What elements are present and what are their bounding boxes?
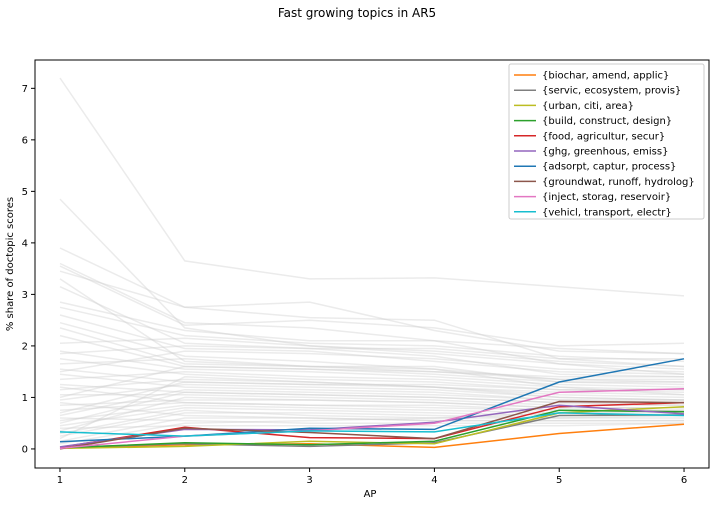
- background-series-line: [59, 412, 684, 437]
- series-line: [59, 400, 685, 450]
- background-series-line: [59, 265, 685, 347]
- y-tick-label: 1: [22, 393, 28, 404]
- legend-entry: {ghg, greenhous, emiss}: [542, 147, 668, 158]
- background-series-line: [59, 345, 685, 378]
- background-series-line: [59, 77, 685, 297]
- background-series-line: [59, 383, 684, 404]
- background-series-line: [59, 376, 685, 440]
- legend-entry: {build, construct, design}: [542, 116, 672, 127]
- background-series-line: [59, 327, 685, 386]
- legend-box: [508, 63, 705, 220]
- background-series-group: [59, 77, 685, 445]
- y-tick-label: 4: [22, 238, 28, 249]
- legend-items: {biochar, amend, applic} {servic, ecosyst…: [514, 71, 695, 218]
- background-series-line: [59, 417, 684, 424]
- x-axis-label: AP: [364, 489, 377, 500]
- background-series-line: [59, 414, 685, 445]
- background-series-line: [59, 365, 684, 399]
- background-series-line: [59, 334, 684, 383]
- background-series-line: [59, 286, 685, 368]
- legend-entry: {food, agricultur, secur}: [542, 131, 665, 142]
- series-line: [59, 387, 685, 450]
- x-tick-label: 6: [681, 475, 687, 486]
- background-series-line: [59, 381, 685, 414]
- background-series-line: [59, 306, 685, 363]
- series-group: [59, 358, 685, 450]
- y-tick-label: 3: [22, 290, 28, 301]
- background-series-line: [59, 401, 684, 422]
- x-tick-label: 5: [556, 475, 562, 486]
- background-series-line: [59, 301, 685, 375]
- background-series-line: [59, 350, 685, 388]
- background-series-line: [59, 198, 685, 370]
- background-series-line: [59, 337, 685, 368]
- legend-entry: {biochar, amend, applic}: [542, 71, 669, 82]
- y-tick-label: 0: [22, 444, 28, 455]
- plot-border: [34, 59, 710, 469]
- legend-entry: {urban, citi, area}: [542, 101, 634, 112]
- background-series-line: [59, 278, 685, 383]
- background-series-line: [59, 321, 685, 396]
- y-tick-label: 7: [22, 84, 28, 95]
- legend-entry: {vehicl, transport, electr}: [542, 207, 672, 218]
- legend: {biochar, amend, applic} {servic, ecosyst…: [508, 63, 705, 220]
- background-series-line: [59, 373, 684, 401]
- y-axis: 0 1 2 3 4 5 6 7: [22, 84, 35, 455]
- background-series-line: [59, 396, 684, 432]
- series-line: [59, 409, 685, 449]
- background-series-line: [59, 314, 685, 375]
- background-series-line: [59, 247, 685, 355]
- series-line: [59, 358, 685, 443]
- background-series-line: [59, 388, 685, 417]
- background-series-line: [59, 399, 684, 409]
- background-series-line: [59, 270, 684, 360]
- background-series-line: [59, 368, 685, 399]
- legend-entry: {adsorpt, captur, process}: [542, 162, 676, 173]
- background-series-line: [59, 358, 684, 391]
- x-tick-label: 4: [431, 475, 437, 486]
- background-series-line: [59, 378, 685, 396]
- series-line: [59, 423, 685, 449]
- legend-entry: {inject, storag, reservoir}: [542, 192, 671, 203]
- background-series-line: [60, 394, 684, 406]
- y-axis-label: % share of doctopic scores: [5, 197, 16, 331]
- background-series-line: [59, 383, 685, 401]
- background-series-line: [59, 358, 684, 381]
- background-series-line: [59, 417, 684, 442]
- x-tick-label: 3: [306, 475, 312, 486]
- background-series-line: [59, 391, 685, 424]
- x-tick-label: 1: [57, 475, 63, 486]
- y-tick-label: 6: [22, 135, 28, 146]
- y-tick-label: 2: [22, 341, 28, 352]
- background-series-line: [59, 370, 685, 391]
- x-axis: 1 2 3 4 5 6: [57, 468, 687, 486]
- x-tick-label: 2: [182, 475, 188, 486]
- background-series-line: [59, 350, 685, 373]
- legend-entry: {servic, ecosystem, provis}: [542, 86, 681, 97]
- chart-title: Fast growing topics in AR5: [278, 6, 436, 20]
- series-line: [59, 412, 685, 437]
- legend-entry: {groundwat, runoff, hydrolog}: [542, 177, 695, 188]
- background-series-line: [59, 262, 685, 355]
- y-tick-label: 5: [22, 187, 28, 198]
